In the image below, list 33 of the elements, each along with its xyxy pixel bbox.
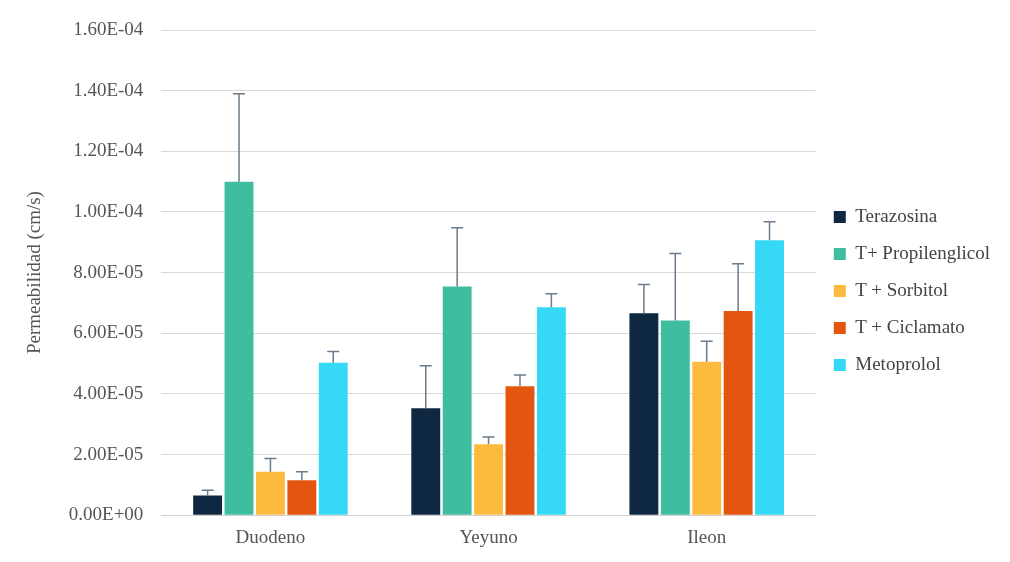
bar (411, 408, 441, 515)
bar (505, 386, 535, 515)
bar (442, 286, 472, 515)
y-tick-label: 2.00E-05 (73, 442, 144, 464)
bar (193, 495, 223, 515)
legend-label: Metoprolol (855, 352, 941, 374)
y-tick-label: 0.00E+00 (68, 503, 144, 525)
x-tick-label: Yeyuno (459, 525, 518, 547)
y-tick-label: 4.00E-05 (73, 381, 144, 403)
y-tick-label: 8.00E-05 (73, 260, 144, 282)
y-tick-label: 1.60E-04 (73, 17, 144, 39)
x-tick-label: Duodeno (235, 525, 306, 547)
y-tick-label: 1.00E-04 (73, 199, 144, 221)
y-tick-label: 1.40E-04 (73, 78, 144, 100)
x-tick-label: Ileon (687, 525, 727, 547)
bar (474, 444, 504, 515)
bar (318, 362, 348, 515)
bar (224, 181, 254, 515)
y-axis-title: Permeabilidad (cm/s) (23, 191, 46, 355)
bar (536, 307, 566, 515)
legend-label: T + Sorbitol (855, 278, 948, 300)
legend-label: Terazosina (855, 204, 938, 226)
y-tick-label: 1.20E-04 (73, 139, 144, 161)
bar (723, 311, 753, 515)
bar (287, 480, 317, 515)
bar (255, 471, 285, 515)
bar (755, 240, 784, 515)
bar (629, 313, 659, 515)
bar (660, 320, 690, 515)
legend-label: T+ Propilenglicol (855, 241, 991, 263)
legend-label: T + Ciclamato (855, 315, 965, 337)
y-tick-label: 6.00E-05 (73, 321, 144, 343)
bar (692, 361, 722, 515)
